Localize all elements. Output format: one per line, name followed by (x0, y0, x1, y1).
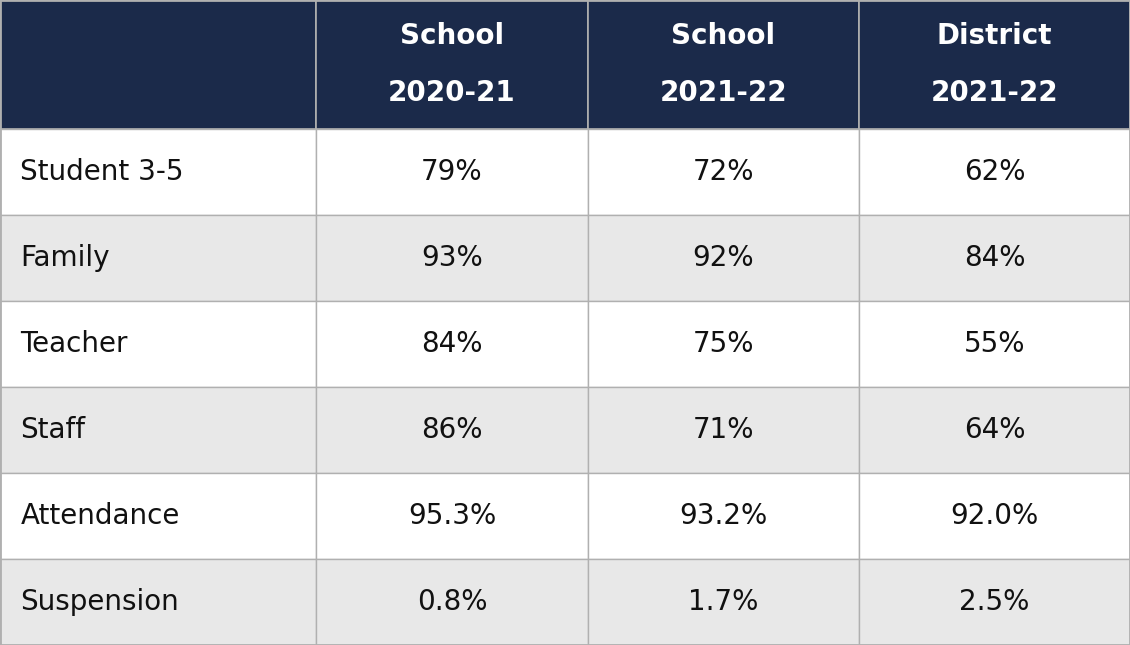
Text: 95.3%: 95.3% (408, 502, 496, 530)
Text: Staff: Staff (20, 416, 86, 444)
Bar (859, 301, 1130, 387)
Bar (859, 387, 1130, 473)
Text: District: District (937, 22, 1052, 50)
Text: 86%: 86% (421, 416, 483, 444)
Text: 79%: 79% (421, 158, 483, 186)
Bar (316, 0, 588, 129)
Text: Attendance: Attendance (20, 502, 180, 530)
Text: 84%: 84% (964, 244, 1025, 272)
Bar (588, 0, 859, 129)
Bar (0, 301, 316, 387)
Text: Teacher: Teacher (20, 330, 128, 358)
Text: 55%: 55% (964, 330, 1025, 358)
Text: 92%: 92% (693, 244, 754, 272)
Bar (0, 559, 316, 645)
Bar (0, 129, 316, 215)
Bar (588, 473, 859, 559)
Bar (859, 473, 1130, 559)
Bar (588, 215, 859, 301)
Bar (316, 215, 588, 301)
Bar (0, 387, 316, 473)
Text: 1.7%: 1.7% (688, 588, 758, 616)
Text: 2020-21: 2020-21 (389, 79, 515, 107)
Bar (0, 473, 316, 559)
Bar (588, 301, 859, 387)
Bar (0, 215, 316, 301)
Text: Suspension: Suspension (20, 588, 179, 616)
Bar (859, 129, 1130, 215)
Bar (859, 0, 1130, 129)
Text: 0.8%: 0.8% (417, 588, 487, 616)
Text: 64%: 64% (964, 416, 1025, 444)
Bar (316, 473, 588, 559)
Bar (316, 301, 588, 387)
Bar (316, 559, 588, 645)
Text: 92.0%: 92.0% (950, 502, 1038, 530)
Bar (316, 387, 588, 473)
Text: 62%: 62% (964, 158, 1025, 186)
Text: 93%: 93% (421, 244, 483, 272)
Text: 2.5%: 2.5% (959, 588, 1029, 616)
Bar (859, 215, 1130, 301)
Text: School: School (400, 22, 504, 50)
Bar (0, 0, 316, 129)
Bar (588, 559, 859, 645)
Text: Student 3-5: Student 3-5 (20, 158, 184, 186)
Text: 2021-22: 2021-22 (660, 79, 786, 107)
Bar (859, 559, 1130, 645)
Text: School: School (671, 22, 775, 50)
Text: 93.2%: 93.2% (679, 502, 767, 530)
Text: 84%: 84% (421, 330, 483, 358)
Text: Family: Family (20, 244, 110, 272)
Text: 75%: 75% (693, 330, 754, 358)
Text: 71%: 71% (693, 416, 754, 444)
Bar (588, 129, 859, 215)
Bar (316, 129, 588, 215)
Bar (588, 387, 859, 473)
Text: 2021-22: 2021-22 (931, 79, 1058, 107)
Text: 72%: 72% (693, 158, 754, 186)
